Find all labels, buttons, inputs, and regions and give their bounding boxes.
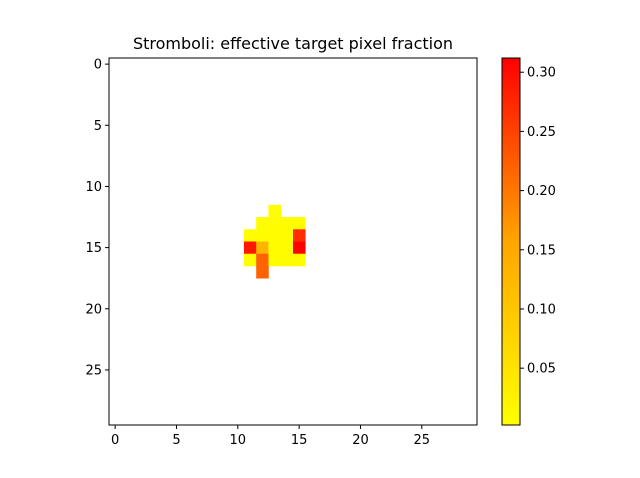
colorbar-tick-label: 0.10 xyxy=(527,302,556,317)
heatmap-cell xyxy=(243,241,257,255)
chart-title: Stromboli: effective target pixel fracti… xyxy=(133,34,453,53)
heatmap-cell xyxy=(256,241,269,255)
x-tick-label: 10 xyxy=(230,433,247,448)
heatmap-cell xyxy=(293,253,306,267)
x-axis: 0 5 10 15 20 25 xyxy=(111,425,430,448)
heatmap-cell xyxy=(268,253,282,267)
heatmap-cell xyxy=(256,253,269,267)
heatmap-cell xyxy=(256,265,269,279)
colorbar-axis: 0.05 0.10 0.15 0.20 0.25 0.30 xyxy=(520,66,556,377)
colorbar-tick-label: 0.15 xyxy=(527,243,556,258)
x-tick-label: 0 xyxy=(111,433,119,448)
heatmap-cell xyxy=(268,217,282,230)
x-tick-label: 5 xyxy=(172,433,180,448)
heatmap-cell xyxy=(293,217,306,230)
heatmap-cell xyxy=(243,253,257,267)
y-tick-label: 5 xyxy=(94,119,102,134)
colorbar-frame xyxy=(501,57,521,426)
x-tick-label: 25 xyxy=(414,433,431,448)
heatmap-cell xyxy=(268,241,282,255)
x-tick-label: 15 xyxy=(291,433,308,448)
heatmap-cell xyxy=(293,241,306,255)
y-tick-label: 0 xyxy=(94,58,102,73)
x-tick-label: 20 xyxy=(352,433,369,448)
heatmap-cell xyxy=(243,229,257,242)
heatmap-cells xyxy=(243,204,306,279)
y-axis: 0 5 10 15 20 25 xyxy=(85,58,109,378)
plot-frame xyxy=(108,57,478,426)
heatmap-cell xyxy=(268,229,282,242)
y-tick-label: 10 xyxy=(85,180,102,195)
y-tick-label: 25 xyxy=(85,363,102,378)
heatmap-cell xyxy=(268,204,282,218)
colorbar-tick-label: 0.25 xyxy=(527,125,556,140)
heatmap-cell xyxy=(280,229,294,242)
colorbar-tick-label: 0.30 xyxy=(527,66,556,81)
heatmap-cell xyxy=(280,253,294,267)
heatmap-cell xyxy=(280,217,294,230)
colorbar-tick-label: 0.05 xyxy=(527,362,556,377)
colorbar-tick-label: 0.20 xyxy=(527,184,556,199)
heatmap-cell xyxy=(256,229,269,242)
heatmap-cell xyxy=(293,229,306,242)
y-tick-label: 20 xyxy=(85,302,102,317)
heatmap-cell xyxy=(280,241,294,255)
y-tick-label: 15 xyxy=(85,241,102,256)
heatmap-cell xyxy=(256,217,269,230)
colorbar xyxy=(502,58,520,425)
